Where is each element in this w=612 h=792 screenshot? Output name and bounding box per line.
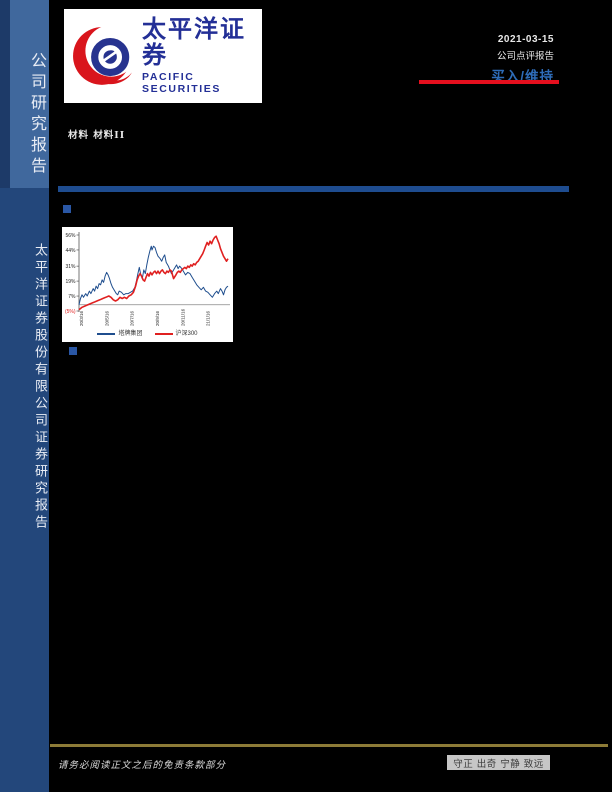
header-divider-rule (58, 186, 569, 192)
svg-text:20/3/16: 20/3/16 (79, 310, 84, 326)
sector-label: 材料 材料II (68, 130, 126, 141)
legend-line-index-icon (154, 332, 173, 335)
section-bullet-icon (69, 347, 77, 355)
svg-text:20/9/16: 20/9/16 (155, 310, 160, 326)
svg-text:19%: 19% (65, 279, 76, 285)
legend-label-company: 塔牌集团 (118, 330, 143, 337)
legend-item-index: 沪深300 (154, 330, 198, 337)
sidebar-report-category-vertical: 公司研究报告 (28, 52, 47, 178)
stock-performance-chart: 56% 44% 31% 19% 7% (5%) 20/3/16 20/5/16 20/7/16 2… (62, 227, 233, 342)
sidebar-accent-strip (0, 0, 10, 188)
svg-text:21/1/16: 21/1/16 (206, 310, 211, 326)
svg-text:7%: 7% (68, 294, 76, 300)
svg-text:20/11/16: 20/11/16 (180, 308, 185, 326)
sidebar-company-name-vertical: 太平洋证券股份有限公司证券研究报告 (32, 243, 47, 532)
sidebar-top-band (0, 0, 49, 188)
svg-text:(5%): (5%) (65, 309, 76, 315)
logo-en-text: PACIFIC SECURITIES (142, 71, 222, 95)
section-bullet-icon (63, 205, 71, 213)
logo-box: 太平洋证券 PACIFIC SECURITIES (64, 9, 262, 103)
header-meta: 2021-03-15 公司点评报告 买入/维持 (491, 34, 554, 85)
footer-gold-rule (50, 744, 608, 747)
rating-underline-bar (419, 80, 559, 84)
logo-text-block: 太平洋证券 PACIFIC SECURITIES (142, 16, 262, 96)
legend-label-index: 沪深300 (175, 330, 198, 337)
footer-disclaimer: 请务必阅读正文之后的免责条款部分 (58, 760, 227, 771)
svg-text:56%: 56% (65, 233, 76, 239)
sidebar: 公司研究报告 太平洋证券股份有限公司证券研究报告 (0, 0, 49, 792)
chart-plot-area: 56% 44% 31% 19% 7% (5%) 20/3/16 20/5/16 20/7/16 2… (65, 232, 230, 326)
svg-text:20/5/16: 20/5/16 (104, 310, 109, 326)
report-date: 2021-03-15 (497, 34, 554, 45)
legend-line-company-icon (97, 332, 116, 335)
report-type: 公司点评报告 (496, 51, 554, 62)
svg-text:31%: 31% (65, 264, 76, 270)
footer-motto-box: 守正 出奇 宁静 致远 (447, 755, 550, 770)
footer-motto-text: 守正 出奇 宁静 致远 (453, 758, 544, 770)
legend-item-company: 塔牌集团 (97, 330, 143, 337)
svg-text:20/7/16: 20/7/16 (130, 310, 135, 326)
svg-text:44%: 44% (65, 248, 76, 254)
logo-cn-text: 太平洋证券 (142, 16, 246, 69)
pacific-securities-logo-icon (73, 25, 137, 85)
chart-legend: 塔牌集团 沪深300 (62, 327, 233, 340)
